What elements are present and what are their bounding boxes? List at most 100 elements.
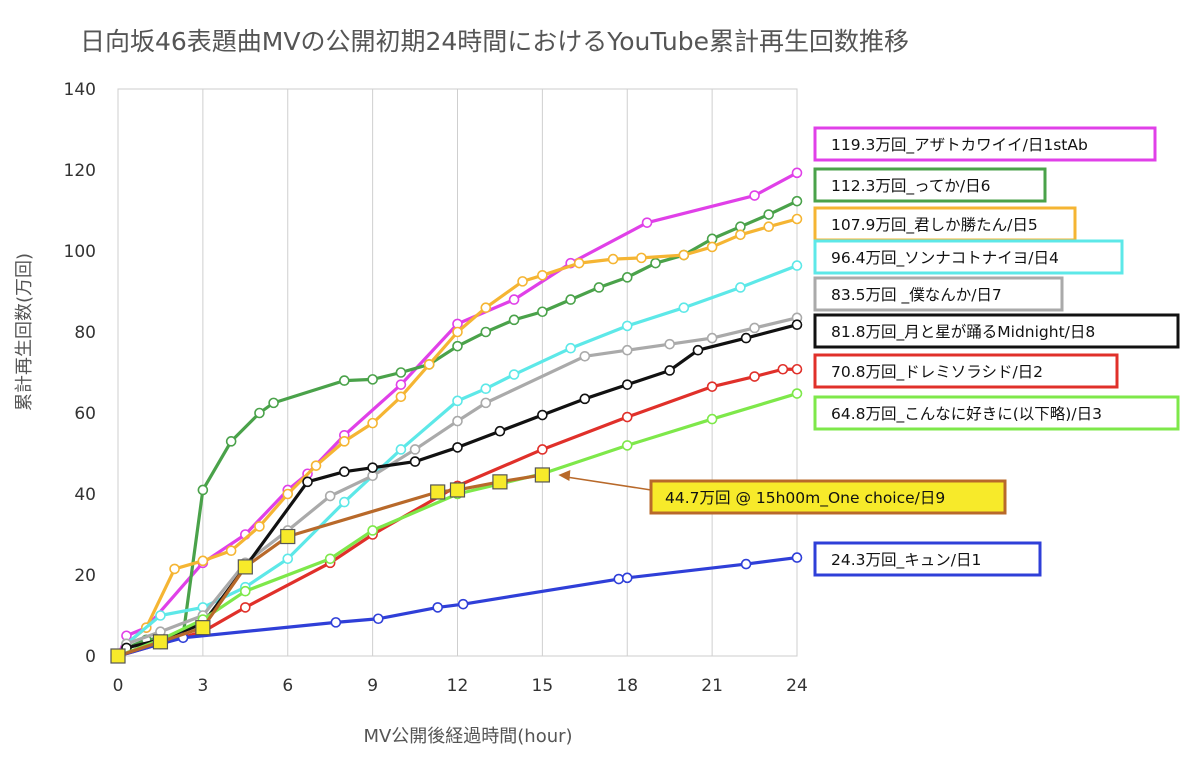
legend-item-6: 70.8万回_ドレミソラシド/日2 bbox=[813, 353, 1119, 389]
x-tick-label: 24 bbox=[786, 676, 808, 696]
data-point bbox=[280, 528, 296, 545]
y-tick-label: 140 bbox=[64, 80, 96, 100]
data-point bbox=[480, 383, 492, 395]
data-point bbox=[452, 340, 463, 352]
callout-arrow-head bbox=[558, 469, 571, 481]
data-point bbox=[449, 482, 466, 498]
data-point bbox=[240, 602, 251, 613]
data-point bbox=[452, 326, 463, 338]
data-point bbox=[579, 393, 591, 405]
data-point bbox=[240, 585, 251, 597]
data-point bbox=[268, 397, 279, 409]
data-point bbox=[791, 319, 803, 331]
data-point bbox=[339, 466, 350, 478]
data-point bbox=[372, 613, 384, 625]
data-point bbox=[664, 338, 675, 350]
data-point bbox=[607, 253, 619, 265]
data-point bbox=[565, 294, 576, 305]
legend: 119.3万回_アザトカワイイ/日1stAb 112.3万回_ってか/日6 107.… bbox=[813, 126, 1180, 577]
legend-label: 24.3万回_キュン/日1 bbox=[831, 551, 981, 570]
data-point bbox=[395, 391, 407, 403]
data-point bbox=[706, 413, 718, 425]
legend-label: 112.3万回_ってか/日6 bbox=[831, 177, 990, 196]
legend-label: 83.5万回 _僕なんか/日7 bbox=[831, 286, 1002, 305]
data-point bbox=[565, 342, 576, 354]
data-point bbox=[641, 217, 653, 228]
legend-box bbox=[813, 126, 1157, 162]
data-point bbox=[339, 436, 350, 447]
data-point bbox=[452, 415, 463, 427]
data-point bbox=[749, 371, 760, 382]
legend-box bbox=[813, 541, 1042, 577]
data-point bbox=[706, 241, 718, 253]
data-point bbox=[152, 634, 169, 650]
legend-box bbox=[813, 167, 1047, 203]
data-point bbox=[534, 467, 550, 483]
data-point bbox=[791, 195, 803, 207]
chart-title: 日向坂46表題曲MVの公開初期24時間におけるYouTube累計再生回数推移 bbox=[80, 27, 909, 56]
x-tick-label: 12 bbox=[447, 676, 469, 696]
data-point bbox=[763, 221, 775, 232]
x-tick-label: 9 bbox=[367, 676, 378, 696]
data-point bbox=[197, 484, 209, 496]
data-point bbox=[791, 388, 803, 399]
series-9 bbox=[110, 467, 550, 664]
data-point bbox=[621, 411, 633, 423]
data-point bbox=[537, 306, 548, 318]
data-point bbox=[791, 167, 803, 179]
legend-label: 64.8万回_こんなに好きに(以下略)/日3 bbox=[831, 405, 1102, 424]
series-group bbox=[110, 167, 803, 664]
data-point bbox=[749, 190, 760, 201]
data-point bbox=[621, 272, 633, 283]
data-point bbox=[749, 322, 760, 334]
y-axis-label: 累計再生回数(万回) bbox=[14, 253, 35, 411]
data-point bbox=[324, 553, 336, 565]
data-point bbox=[225, 436, 237, 447]
data-point bbox=[636, 252, 647, 264]
data-point bbox=[537, 269, 548, 281]
x-tick-label: 18 bbox=[616, 676, 638, 696]
legend-item-4: 83.5万回 _僕なんか/日7 bbox=[813, 276, 1064, 312]
data-point bbox=[423, 359, 435, 370]
data-point bbox=[480, 397, 492, 409]
data-point bbox=[706, 332, 718, 344]
series-line bbox=[116, 264, 798, 657]
data-point bbox=[678, 249, 690, 261]
y-tick-label: 20 bbox=[74, 566, 96, 586]
data-point bbox=[537, 409, 548, 421]
data-point bbox=[763, 209, 775, 220]
data-point bbox=[508, 314, 520, 326]
legend-label: 81.8万回_月と星が踊るMidnight/日8 bbox=[831, 323, 1095, 342]
data-point bbox=[395, 367, 407, 378]
data-point bbox=[237, 559, 253, 575]
data-point bbox=[735, 282, 746, 293]
data-point bbox=[537, 444, 548, 455]
data-point bbox=[430, 484, 446, 500]
data-point bbox=[169, 563, 180, 575]
data-point bbox=[409, 456, 421, 467]
data-point bbox=[254, 407, 265, 419]
legend-item-0: 119.3万回_アザトカワイイ/日1stAb bbox=[813, 126, 1157, 162]
data-point bbox=[110, 648, 126, 664]
data-point bbox=[579, 350, 591, 362]
data-point bbox=[197, 555, 209, 567]
data-point bbox=[735, 229, 746, 241]
data-point bbox=[791, 213, 803, 225]
data-point bbox=[367, 525, 378, 536]
legend-item-8: 24.3万回_キュン/日1 bbox=[813, 541, 1042, 577]
y-tick-label: 80 bbox=[74, 323, 96, 343]
data-point bbox=[195, 620, 211, 636]
y-axis-ticks: 0 20 40 60 80 100 120 140 bbox=[64, 80, 96, 667]
data-point bbox=[678, 302, 690, 314]
callout: 44.7万回 @ 15h00m_One choice/日9 bbox=[558, 469, 1007, 515]
data-point bbox=[452, 442, 463, 453]
legend-box bbox=[813, 239, 1124, 275]
data-point bbox=[777, 363, 789, 375]
data-point bbox=[254, 521, 265, 532]
data-point bbox=[650, 257, 661, 269]
data-point bbox=[692, 344, 704, 356]
x-tick-label: 21 bbox=[701, 676, 723, 696]
data-point bbox=[452, 395, 463, 407]
data-point bbox=[508, 369, 520, 380]
data-point bbox=[613, 573, 625, 585]
